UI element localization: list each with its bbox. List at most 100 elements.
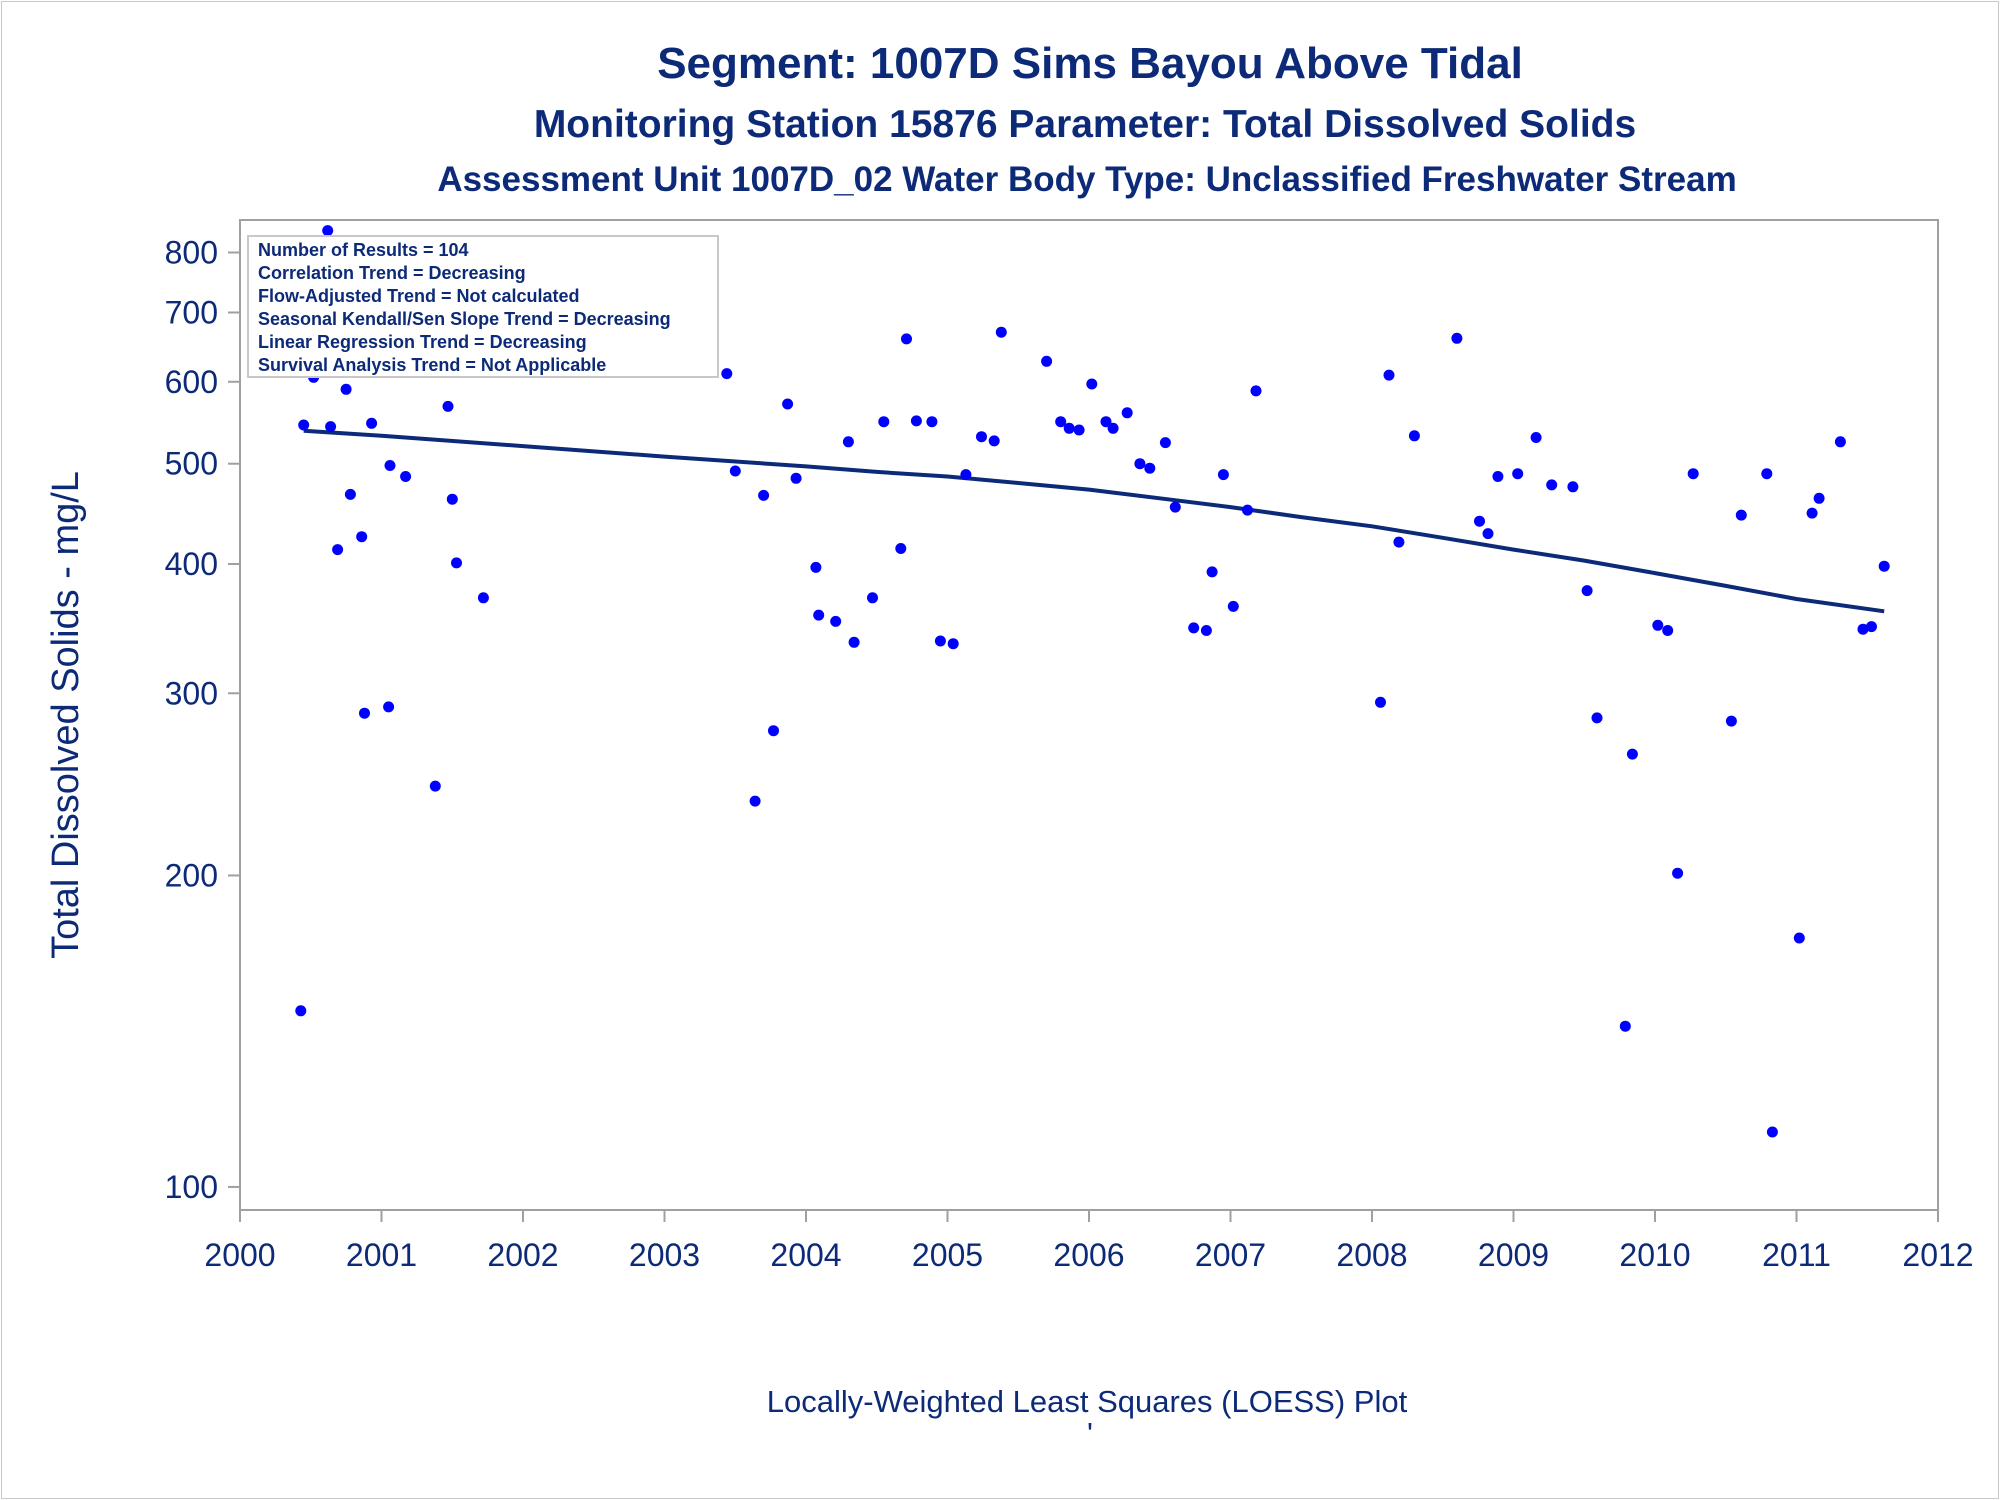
- data-point: [867, 592, 878, 604]
- data-point: [332, 544, 344, 556]
- data-point: [1834, 436, 1846, 448]
- data-point: [1687, 468, 1699, 480]
- y-tick-label: 400: [165, 546, 218, 582]
- data-point: [1482, 528, 1494, 540]
- data-point: [344, 488, 356, 500]
- x-tick-label: 2011: [1762, 1237, 1831, 1273]
- data-point: [1806, 507, 1818, 519]
- data-points: [295, 225, 1890, 1138]
- loess-line: [303, 428, 1885, 614]
- y-tick-label: 500: [165, 446, 218, 482]
- data-point: [1159, 437, 1171, 449]
- data-point: [1134, 458, 1146, 470]
- data-point: [1530, 432, 1542, 443]
- data-point: [1857, 623, 1869, 635]
- data-point: [1063, 422, 1075, 434]
- data-point: [477, 592, 489, 604]
- data-point: [298, 419, 310, 431]
- data-point: [1474, 515, 1485, 527]
- data-point: [1878, 560, 1890, 572]
- data-point: [1626, 748, 1638, 760]
- x-tick-label: 2007: [1195, 1237, 1266, 1273]
- data-point: [1546, 479, 1558, 491]
- y-tick-label: 100: [165, 1169, 218, 1205]
- data-point: [988, 435, 1000, 447]
- data-point: [325, 421, 337, 433]
- footnote: Locally-Weighted Least Squares (LOESS) P…: [767, 1384, 1408, 1419]
- data-point: [1619, 1020, 1631, 1032]
- x-tick-label: 2006: [1053, 1237, 1124, 1273]
- data-point: [758, 489, 770, 501]
- data-point: [878, 416, 890, 428]
- x-axis: 2000 2001 2002 2003 2004 2005 2006 2007 2008 2009…: [204, 1210, 1974, 1273]
- data-point: [1581, 585, 1593, 597]
- x-tick-label: 2008: [1336, 1237, 1407, 1273]
- data-point: [1761, 468, 1773, 480]
- data-point: [1073, 424, 1085, 436]
- data-point: [340, 383, 352, 395]
- data-point: [1766, 1126, 1778, 1138]
- data-point: [813, 609, 825, 621]
- info-line: Flow-Adjusted Trend = Not calculated: [258, 286, 580, 306]
- y-tick-label: 700: [165, 295, 218, 331]
- data-point: [749, 795, 761, 807]
- data-point: [1100, 416, 1112, 428]
- y-tick-label: 200: [165, 857, 218, 893]
- data-point: [1206, 566, 1218, 578]
- data-point: [1512, 468, 1524, 480]
- data-point: [830, 615, 842, 627]
- data-point: [1662, 625, 1674, 636]
- data-point: [1227, 600, 1239, 612]
- data-point: [1735, 509, 1747, 521]
- info-line: Correlation Trend = Decreasing: [258, 263, 526, 283]
- y-tick-label: 300: [165, 675, 218, 711]
- data-point: [1121, 407, 1133, 419]
- data-point: [400, 471, 412, 482]
- x-tick-label: 2001: [346, 1237, 417, 1273]
- data-point: [790, 472, 802, 484]
- data-point: [1451, 332, 1463, 344]
- y-tick-label: 800: [165, 234, 218, 270]
- data-point: [848, 636, 860, 648]
- data-point: [1383, 369, 1395, 381]
- data-point: [1144, 462, 1156, 474]
- data-point: [895, 543, 907, 554]
- data-point: [429, 780, 441, 792]
- data-point: [295, 1005, 307, 1017]
- data-point: [1652, 619, 1664, 631]
- data-point: [721, 368, 733, 380]
- data-point: [1041, 355, 1053, 367]
- data-point: [1217, 469, 1229, 481]
- data-point: [1793, 932, 1805, 944]
- chart-subtitle-2: Assessment Unit 1007D_02 Water Body Type…: [437, 160, 1736, 199]
- x-tick-label: 2004: [770, 1237, 841, 1273]
- data-point: [1055, 416, 1067, 428]
- y-axis-label: Total Dissolved Solids - mg/L: [45, 471, 87, 959]
- data-point: [1393, 536, 1405, 548]
- info-line: Survival Analysis Trend = Not Applicable: [258, 355, 606, 375]
- data-point: [446, 493, 458, 505]
- data-point: [976, 431, 987, 443]
- data-point: [995, 326, 1007, 338]
- data-point: [910, 415, 922, 427]
- data-point: [1086, 378, 1098, 390]
- data-point: [1169, 501, 1181, 513]
- x-tick-label: 2005: [912, 1237, 983, 1273]
- data-point: [842, 436, 854, 448]
- data-point: [322, 225, 334, 237]
- y-tick-label: 600: [165, 364, 218, 400]
- info-line: Seasonal Kendall/Sen Slope Trend = Decre…: [258, 309, 671, 329]
- chart-title: Segment: 1007D Sims Bayou Above Tidal: [657, 39, 1523, 88]
- info-box-border: [247, 235, 719, 378]
- data-point: [1375, 696, 1386, 708]
- data-point: [1242, 504, 1253, 516]
- data-point: [810, 561, 822, 573]
- data-point: [768, 725, 779, 737]
- data-point: [960, 469, 972, 481]
- x-tick-label: 2012: [1902, 1237, 1973, 1273]
- data-point: [1188, 622, 1200, 634]
- info-line: Number of Results = 104: [258, 240, 469, 260]
- data-point: [901, 333, 912, 345]
- x-tick-label: 2003: [629, 1237, 700, 1273]
